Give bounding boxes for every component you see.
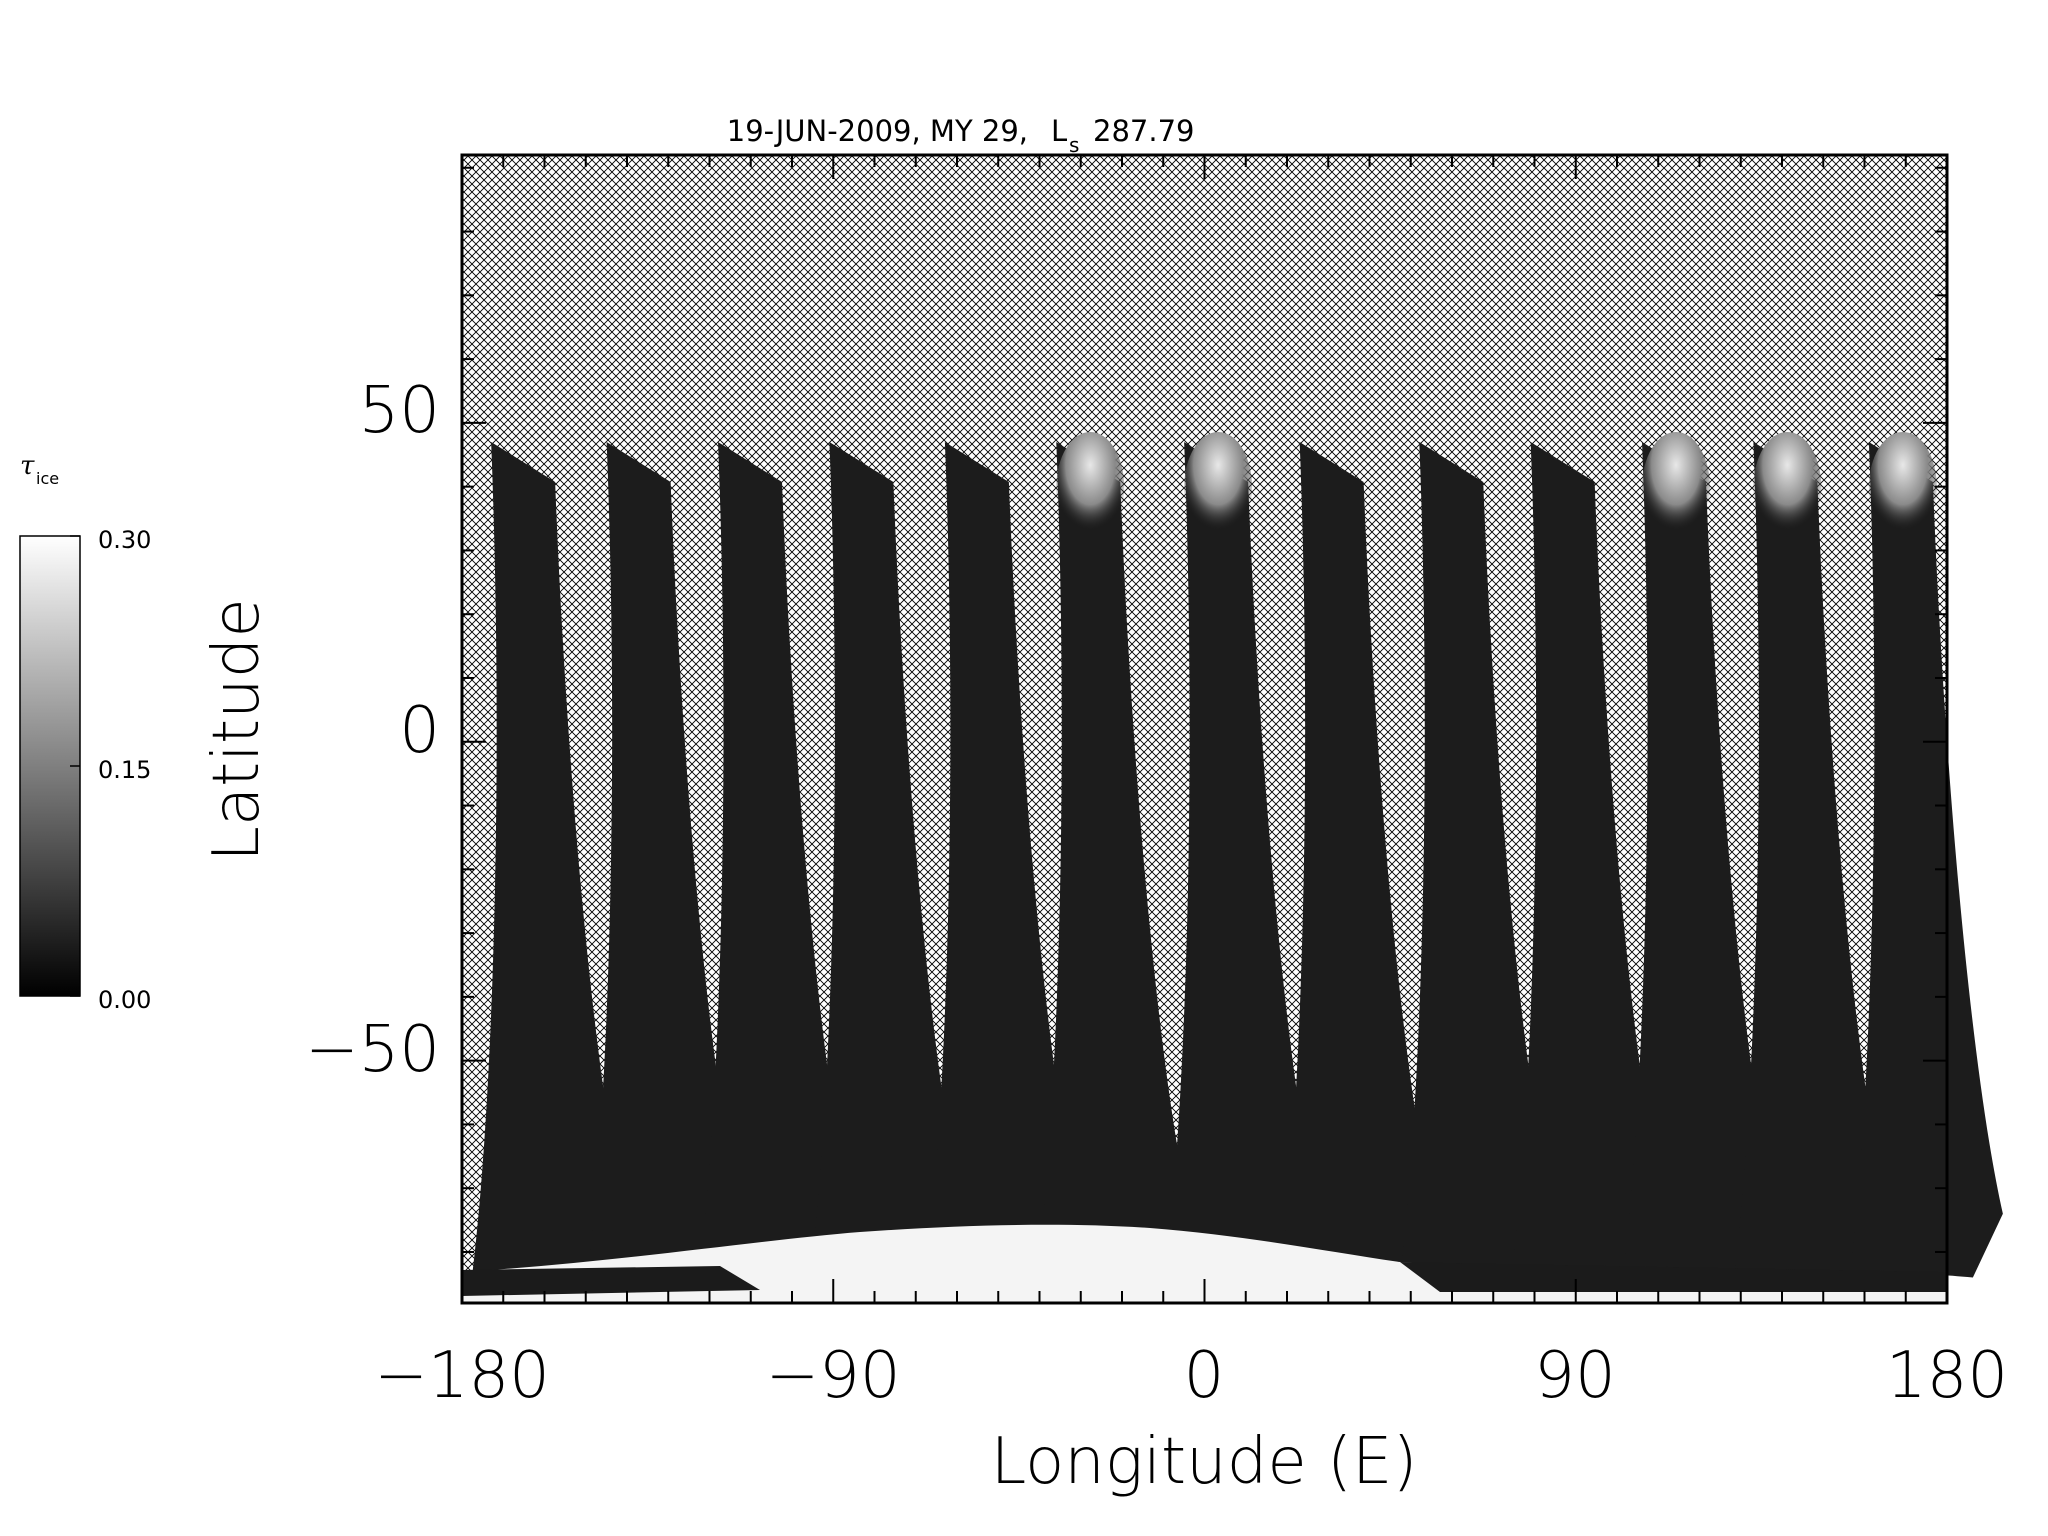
swath-9 xyxy=(1510,442,1665,1284)
x-tick-labels: −180 −90 0 90 180 xyxy=(374,1339,2008,1413)
y-tick-label: 50 xyxy=(359,374,440,448)
swath-5 xyxy=(1036,442,1191,1284)
swath-3 xyxy=(809,442,964,1284)
y-tick-label: −50 xyxy=(305,1013,440,1087)
swath-bright-cloud-11 xyxy=(1753,432,1822,542)
y-tick-labels: −50 0 50 xyxy=(305,374,440,1087)
swath-bright-cloud-12 xyxy=(1868,432,1937,542)
colorbar-symbol: τ xyxy=(20,451,35,481)
swath-0 xyxy=(471,442,626,1284)
map-plot-area xyxy=(460,153,2003,1305)
swath-4 xyxy=(924,442,1079,1284)
title-ls-subscript: s xyxy=(1069,133,1079,157)
colorbar-tick-label: 0.30 xyxy=(98,526,151,554)
colorbar-tick-label: 0.00 xyxy=(98,986,151,1014)
x-axis-label: Longitude (E) xyxy=(991,1425,1418,1499)
swath-12 xyxy=(1848,442,2003,1284)
x-tick-label: 90 xyxy=(1534,1339,1615,1413)
x-tick-label: 180 xyxy=(1886,1339,2008,1413)
colorbar-tick-label: 0.15 xyxy=(98,756,151,784)
swath-2 xyxy=(698,442,852,1284)
colorbar-subscript: ice xyxy=(36,469,59,488)
colorbar: τ ice 0.30 0.15 0.00 xyxy=(19,451,151,1014)
title-ls-symbol: L xyxy=(1051,114,1067,148)
swath-7 xyxy=(1279,442,1434,1284)
swath-bright-cloud-5 xyxy=(1056,432,1125,542)
swath-11 xyxy=(1733,442,1888,1284)
x-tick-label: −90 xyxy=(765,1339,900,1413)
swath-bright-cloud-10 xyxy=(1642,432,1710,542)
swath-bright-cloud-6 xyxy=(1184,432,1253,542)
chart-title: 19-JUN-2009, MY 29, xyxy=(727,114,1028,148)
swath-layer xyxy=(471,432,2003,1284)
y-axis-label: Latitude xyxy=(200,598,274,861)
swath-6 xyxy=(1164,442,1319,1284)
title-ls-value: 287.79 xyxy=(1093,114,1194,148)
x-tick-label: 0 xyxy=(1184,1339,1225,1413)
axis-ticks xyxy=(461,155,1948,1303)
swath-10 xyxy=(1622,442,1776,1284)
y-tick-label: 0 xyxy=(399,694,440,768)
x-tick-label: −180 xyxy=(374,1339,550,1413)
swath-1 xyxy=(586,442,741,1284)
swath-8 xyxy=(1399,442,1554,1284)
